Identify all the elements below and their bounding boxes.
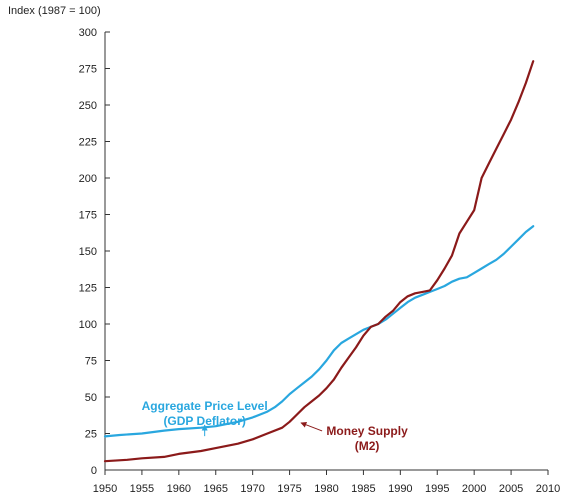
x-tick-label: 1950 <box>93 483 117 495</box>
x-tick-label: 1980 <box>314 483 338 495</box>
x-tick-label: 2010 <box>536 483 560 495</box>
price-level-annotation: Aggregate Price Level(GDP Deflator) <box>142 399 268 437</box>
series-layer <box>103 60 535 463</box>
y-tick-label: 50 <box>85 392 97 404</box>
y-tick-label: 75 <box>85 356 97 368</box>
x-tick-label: 2000 <box>462 483 486 495</box>
y-tick-label: 300 <box>79 27 97 39</box>
price-level-line <box>103 225 535 438</box>
y-tick-label: 250 <box>79 100 97 112</box>
annotation-text: (M2) <box>355 439 380 453</box>
annotation-text: Aggregate Price Level <box>142 399 268 413</box>
y-tick-label: 275 <box>79 64 97 76</box>
y-tick-label: 225 <box>79 137 97 149</box>
annotation-arrow <box>300 421 323 432</box>
x-tick-label: 1995 <box>425 483 449 495</box>
y-tick-label: 125 <box>79 283 97 295</box>
money-supply-annotation: Money Supply(M2) <box>300 421 408 453</box>
y-tick-label: 0 <box>91 465 97 477</box>
x-tick-label: 2005 <box>499 483 523 495</box>
x-tick-label: 1990 <box>388 483 412 495</box>
x-tick-label: 1975 <box>277 483 301 495</box>
y-tick-label: 200 <box>79 173 97 185</box>
axes: 0 25 50 75 100 125 150 175 200 225 250 275 300 1950 19… <box>79 27 561 495</box>
x-tick-label: 1965 <box>204 483 228 495</box>
x-tick-label: 1955 <box>130 483 154 495</box>
y-axis-title: Index (1987 = 100) <box>8 5 101 17</box>
money-supply-line <box>103 60 535 463</box>
annotation-text: (GDP Deflator) <box>163 414 245 428</box>
y-tick-label: 25 <box>85 429 97 441</box>
y-tick-label: 100 <box>79 319 97 331</box>
x-tick-label: 1970 <box>240 483 264 495</box>
x-tick-label: 1985 <box>351 483 375 495</box>
annotation-text: Money Supply <box>326 424 408 438</box>
y-tick-label: 150 <box>79 246 97 258</box>
annotation-layer: Aggregate Price Level(GDP Deflator) Money… <box>142 399 408 453</box>
y-tick-label: 175 <box>79 210 97 222</box>
x-tick-label: 1960 <box>167 483 191 495</box>
